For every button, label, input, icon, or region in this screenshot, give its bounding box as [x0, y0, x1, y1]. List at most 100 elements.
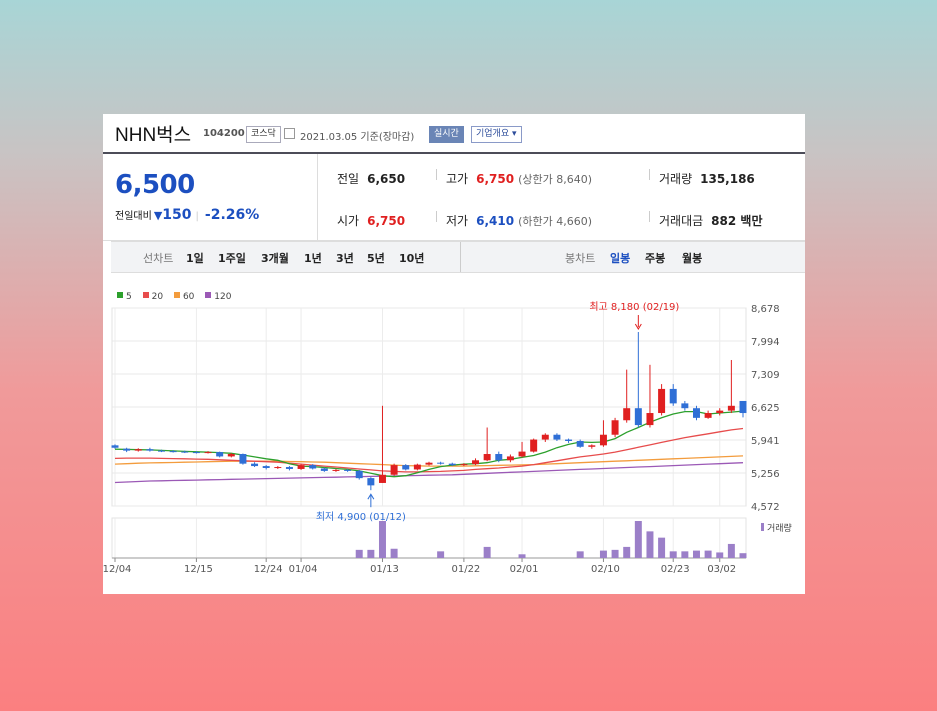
- candle-body: [111, 445, 119, 448]
- candle-body: [518, 451, 526, 457]
- change-label: 전일대비: [115, 211, 152, 222]
- candle-body: [204, 452, 212, 454]
- legend-ma20: 20: [142, 292, 163, 302]
- tab-1year[interactable]: 1년: [304, 252, 322, 265]
- tab-weekly[interactable]: 주봉: [645, 252, 666, 265]
- tab-1week[interactable]: 1주일: [218, 252, 246, 265]
- volume-bar: [681, 551, 689, 558]
- high-annotation-arrowhead: [634, 323, 642, 330]
- volume-bar: [599, 550, 607, 558]
- candle-body: [425, 462, 433, 465]
- candle-body: [402, 465, 410, 470]
- tab-5year[interactable]: 5년: [367, 252, 385, 265]
- tab-daily[interactable]: 일봉: [610, 252, 631, 265]
- volume-bar: [634, 521, 642, 558]
- candle-body: [239, 454, 247, 464]
- company-overview-button[interactable]: 기업개요 ▾: [471, 126, 522, 143]
- volume-bar: [739, 553, 747, 558]
- candle-body: [146, 449, 154, 451]
- price-change: 전일대비 ▼150 | -2.26%: [115, 207, 260, 223]
- y-tick-label: 7,309: [751, 370, 780, 381]
- down-arrow-icon: ▼: [153, 209, 163, 222]
- candle-body: [495, 454, 503, 461]
- candle-body: [541, 434, 549, 440]
- x-tick-label: 12/24: [254, 564, 283, 575]
- tab-monthly[interactable]: 월봉: [682, 252, 703, 265]
- high-annotation: 최고 8,180 (02/19): [589, 301, 679, 313]
- candle-body: [448, 463, 456, 466]
- candle-body: [634, 408, 642, 426]
- open-value: 6,750: [367, 214, 406, 228]
- candle-body: [123, 448, 131, 451]
- chart-period-tabs: 선차트 1일 1주일 3개월 1년 3년 5년 10년 봉차트 일봉 주봉 월봉: [111, 241, 805, 273]
- chevron-down-icon: ▾: [512, 129, 517, 139]
- candle-body: [576, 440, 584, 447]
- candle-body: [437, 462, 445, 464]
- tab-3year[interactable]: 3년: [336, 252, 354, 265]
- candle-body: [192, 452, 200, 454]
- legend-ma120: 120: [205, 292, 231, 302]
- candle-body: [181, 451, 189, 453]
- candle-body: [669, 388, 677, 404]
- volume-bar: [355, 549, 363, 558]
- candle-body: [297, 465, 305, 469]
- volume-bar: [669, 551, 677, 558]
- candle-body: [309, 465, 317, 469]
- candle-body: [553, 434, 561, 440]
- candle-body: [262, 466, 270, 469]
- candle-body: [611, 420, 619, 435]
- trade-amount-value: 882 백만: [711, 214, 763, 228]
- candle-body: [692, 408, 700, 418]
- prev-close-value: 6,650: [367, 172, 406, 186]
- low-annotation-arrowhead: [367, 493, 375, 500]
- volume-bar: [692, 550, 700, 558]
- candle-body: [658, 388, 666, 414]
- tab-10year[interactable]: 10년: [399, 252, 425, 265]
- stock-name: NHN벅스: [115, 125, 192, 146]
- low-label: 저가: [446, 214, 469, 228]
- legend-ma5: 5: [117, 292, 132, 302]
- candle-body: [623, 408, 631, 421]
- candle-body: [378, 474, 386, 483]
- ma120-line: [114, 462, 744, 484]
- open-label: 시가: [337, 214, 360, 228]
- candle-body: [158, 450, 166, 452]
- company-overview-label: 기업개요: [476, 129, 510, 139]
- tab-1day[interactable]: 1일: [186, 252, 204, 265]
- candle-body: [646, 413, 654, 426]
- volume-legend-swatch: [761, 523, 764, 531]
- candle-body: [216, 452, 224, 457]
- candle-body: [599, 434, 607, 446]
- candle-body: [285, 467, 293, 469]
- lower-limit: (하한가 4,660): [518, 215, 592, 228]
- volume-bar: [483, 546, 491, 558]
- candle-body: [472, 460, 480, 465]
- candle-body: [530, 439, 538, 452]
- candle-body: [704, 413, 712, 418]
- volume-bar: [658, 537, 666, 558]
- x-tick-label: 02/23: [661, 564, 690, 575]
- candle-body: [344, 469, 352, 471]
- change-value: 150: [162, 207, 192, 223]
- change-percent: -2.26%: [204, 207, 260, 223]
- candle-body: [727, 405, 735, 411]
- candle-body: [483, 454, 491, 461]
- stock-header: NHN벅스 104200 코스닥 2021.03.05 기준(장마감) 실시간 …: [103, 114, 805, 154]
- volume-value: 135,186: [700, 172, 755, 186]
- volume-label: 거래량: [659, 172, 693, 186]
- x-tick-label: 01/04: [289, 564, 318, 575]
- realtime-button[interactable]: 실시간: [429, 126, 464, 143]
- y-tick-label: 5,941: [751, 436, 780, 447]
- volume-bar: [367, 549, 375, 558]
- x-tick-label: 01/13: [370, 564, 399, 575]
- volume-bar: [437, 551, 445, 558]
- ma20-line: [114, 427, 744, 473]
- y-tick-label: 5,256: [751, 469, 780, 480]
- volume-bar: [611, 549, 619, 558]
- base-date: 2021.03.05 기준(장마감): [300, 132, 415, 143]
- high-price: 고가 6,750 (상한가 8,640): [446, 170, 592, 187]
- candle-body: [251, 463, 259, 467]
- candle-body: [588, 445, 596, 447]
- tab-3month[interactable]: 3개월: [261, 252, 289, 265]
- x-tick-label: 02/01: [510, 564, 539, 575]
